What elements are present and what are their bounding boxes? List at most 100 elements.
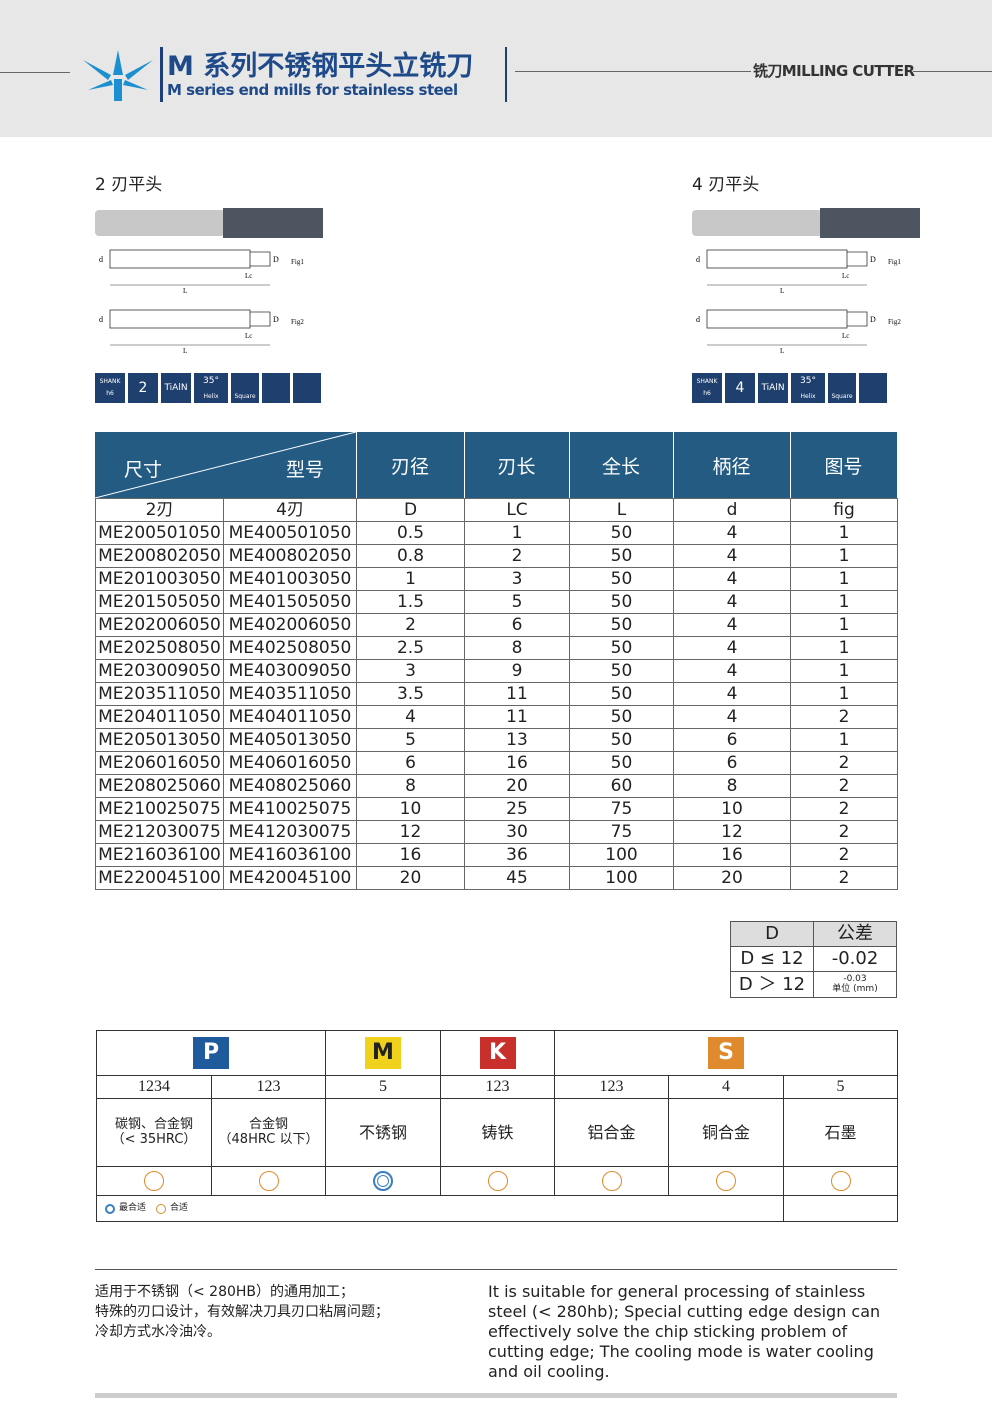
code-cell: 5 [783, 1075, 898, 1099]
header-cell: 刃长 [497, 455, 536, 478]
footer-line: 适用于不锈钢（< 280HB）的通用加工； [95, 1284, 355, 1300]
table-cell: ME216036100 [95, 843, 224, 867]
text: L [183, 287, 187, 295]
text: D [870, 315, 876, 324]
name-cell: 不锈钢 [325, 1098, 441, 1167]
icon-helix: 35° Helix [791, 373, 825, 403]
outline [847, 251, 868, 267]
tol-value: -0.03 [843, 973, 867, 984]
table-cell: 2 [790, 866, 898, 890]
header-cell: 刃径 [390, 455, 429, 478]
code-cell: 123 [440, 1075, 555, 1099]
footer-cn: 适用于不锈钢（< 280HB）的通用加工； 特殊的刃口设计，有效解决刀具刃口粘屑问… [95, 1282, 389, 1342]
group-cell: K [440, 1030, 555, 1076]
table-cell: ME400802050 [223, 544, 357, 568]
table-cell: 50 [569, 613, 674, 637]
table-cell: ME401505050 [223, 590, 357, 614]
table-cell: ME220045100 [95, 866, 224, 890]
table-cell: ME402006050 [223, 613, 357, 637]
table-cell: 16 [673, 843, 791, 867]
header-cell: 型号 [286, 459, 325, 481]
tol-cell: -0.03 单位 (mm) [813, 971, 897, 998]
table-cell: 20 [464, 774, 570, 798]
table-cell: ME203009050 [95, 659, 224, 683]
rule [95, 1269, 897, 1270]
table-cell: 16 [464, 751, 570, 775]
table-cell: 13 [464, 728, 570, 752]
table-cell: 4 [673, 521, 791, 545]
flute [820, 208, 920, 238]
icon-flutes: 2 [128, 373, 158, 403]
table-cell: 50 [569, 705, 674, 729]
name-cell: 铝合金 [554, 1098, 669, 1167]
table-cell: 3 [464, 567, 570, 591]
table-cell: 36 [464, 843, 570, 867]
icon-text: 35° [800, 375, 816, 386]
table-cell: 6 [356, 751, 465, 775]
table-cell: 3.5 [356, 682, 465, 706]
table-cell: 1 [790, 590, 898, 614]
title-cn: M 系列不锈钢平头立铣刀 [167, 51, 474, 82]
table-cell: 1 [790, 521, 898, 545]
icon-row: SHANK h6 4 TiAlN 35° Helix Square [692, 373, 887, 403]
table-cell: ME200802050 [95, 544, 224, 568]
code-cell: 123 [554, 1075, 669, 1099]
table-cell: 4 [356, 705, 465, 729]
subheader-cell: fig [790, 498, 898, 522]
icon-shank: SHANK h6 [692, 373, 722, 403]
table-cell: ME206016050 [95, 751, 224, 775]
title-en: M series end mills for stainless steel [167, 81, 458, 99]
icon-coating: TiAlN [161, 373, 191, 403]
table-cell: 5 [464, 590, 570, 614]
footer-en: It is suitable for general processing of… [488, 1282, 881, 1381]
ring-cell [325, 1166, 441, 1196]
table-cell: ME412030075 [223, 820, 357, 844]
table-cell: ME400501050 [223, 521, 357, 545]
icon-square: Square [231, 373, 259, 403]
table-cell: 2 [790, 751, 898, 775]
suitability-ring [487, 1171, 508, 1191]
ring-cell [96, 1166, 212, 1196]
footer-line: 冷却方式水冷油冷。 [95, 1324, 221, 1340]
table-cell: ME401003050 [223, 567, 357, 591]
table-cell: ME202508050 [95, 636, 224, 660]
icon-text: Helix [800, 392, 816, 400]
table-cell: 100 [569, 866, 674, 890]
table-cell: ME201505050 [95, 590, 224, 614]
table-cell: 50 [569, 682, 674, 706]
legend-text: 最合适 [119, 1202, 147, 1213]
table-cell: 12 [673, 820, 791, 844]
ring-cell [440, 1166, 555, 1196]
table-cell: 4 [673, 544, 791, 568]
table-cell: ME201003050 [95, 567, 224, 591]
table-cell: 1 [464, 521, 570, 545]
text: d [696, 255, 700, 264]
material-name: 不锈钢 [358, 1122, 407, 1142]
table-cell: 1 [790, 544, 898, 568]
table-cell: ME212030075 [95, 820, 224, 844]
text: Fig1 [888, 258, 901, 266]
suitability-ring [144, 1171, 164, 1191]
table-cell: 50 [569, 659, 674, 683]
header-sep [673, 432, 674, 498]
table-cell: 4 [673, 705, 791, 729]
legend-cell [783, 1195, 898, 1222]
table-cell: ME210025075 [95, 797, 224, 821]
subheader-cell: d [673, 498, 791, 522]
name-cell: 石墨 [783, 1098, 898, 1167]
group-badge: M [365, 1037, 401, 1069]
table-cell: 10 [356, 797, 465, 821]
text: L [780, 287, 784, 295]
text: Lc [245, 332, 252, 340]
table-cell: 2 [790, 820, 898, 844]
table-cell: ME403511050 [223, 682, 357, 706]
icon-text: 35° [203, 375, 219, 386]
table-cell: ME404011050 [223, 705, 357, 729]
text: d [99, 255, 103, 264]
tool-drawing: d D Lc L Fig1 d D Lc L Fig2 [692, 208, 920, 355]
outline [847, 311, 868, 327]
legend-ring [105, 1203, 115, 1214]
icon-square: Square [828, 373, 856, 403]
header-cell: 柄径 [712, 455, 751, 478]
outline [109, 309, 251, 329]
